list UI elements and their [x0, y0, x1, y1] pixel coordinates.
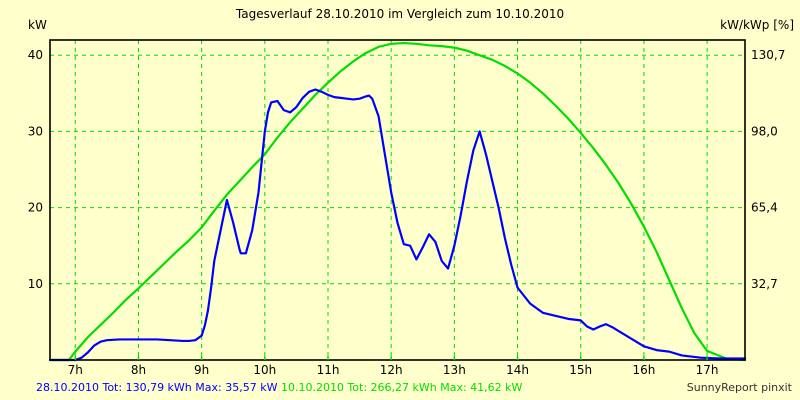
legend-entry-blue: 28.10.2010 Tot: 130,79 kWh Max: 35,57 kW [36, 381, 278, 394]
x-axis-ticks: 7h 8h 9h 10h 11h 12h 13h 14h 15h 16h 17h [68, 356, 719, 377]
grid-lines [50, 40, 745, 360]
plot-frame [49, 39, 746, 361]
y-tick-label-right: 65,4 [751, 201, 778, 215]
y-tick-label-left: 10 [28, 277, 43, 291]
y-tick-label-right: 32,7 [751, 277, 778, 291]
y-axis-ticks-left: 10 20 30 40 [28, 48, 43, 291]
legend-entry-green: 10.10.2010 Tot: 266,27 kWh Max: 41,62 kW [280, 381, 523, 394]
x-tick-label: 15h [569, 363, 592, 377]
x-tick-label: 13h [443, 363, 466, 377]
y-tick-label-right: 98,0 [751, 124, 778, 138]
chart-legend: 28.10.2010 Tot: 130,79 kWh Max: 35,57 kW… [36, 381, 522, 394]
y-tick-label-right: 130,7 [751, 48, 785, 62]
x-tick-label: 11h [317, 363, 340, 377]
x-tick-label: 7h [68, 363, 83, 377]
y-tick-label-left: 30 [28, 124, 43, 138]
x-tick-label: 14h [506, 363, 529, 377]
y-tick-label-left: 40 [28, 48, 43, 62]
series-line-10-10-2010 [48, 41, 747, 362]
y-axis-label-left: kW [28, 18, 47, 32]
x-tick-label: 9h [194, 363, 209, 377]
x-tick-label: 8h [131, 363, 146, 377]
y-tick-label-left: 20 [28, 201, 43, 215]
y-axis-label-right: kW/kWp [%] [720, 18, 794, 32]
data-series [48, 41, 747, 362]
report-credit: SunnyReport pinxit [686, 381, 792, 394]
page-title: Tagesverlauf 28.10.2010 im Vergleich zum… [235, 7, 565, 21]
series-line-28-10-2010 [48, 88, 747, 362]
plot-background [50, 40, 745, 360]
x-tick-label: 12h [380, 363, 403, 377]
x-tick-label: 17h [696, 363, 719, 377]
x-tick-label: 16h [632, 363, 655, 377]
y-axis-ticks-right: 32,7 65,4 98,0 130,7 [751, 48, 785, 291]
x-tick-label: 10h [253, 363, 276, 377]
